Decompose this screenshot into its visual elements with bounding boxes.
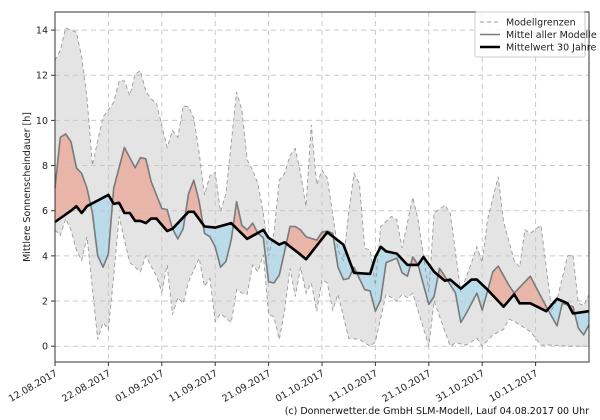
x-tick-label: 21.09.2017 — [220, 368, 273, 405]
upper-bound-line — [54, 27, 590, 312]
below-normal-fill — [357, 246, 411, 312]
lower-bound-line — [54, 216, 589, 347]
climate-mean-line — [54, 193, 590, 315]
above-normal-fill — [112, 147, 173, 232]
below-normal-fill — [447, 279, 489, 323]
legend-label-climate-mean: Mittelwert 30 Jahre — [506, 43, 596, 54]
x-axis: 12.08.2017 22.08.2017 01.09.2017 11.09.2017… — [7, 362, 540, 405]
x-tick-label: 01.10.2017 — [274, 368, 327, 405]
legend: Modellgrenzen Mittel aller Modelle Mitte… — [474, 11, 597, 58]
x-tick-label: 31.10.2017 — [434, 368, 487, 405]
y-tick-label: 2 — [42, 297, 48, 308]
below-normal-fill — [172, 215, 186, 239]
line-layer — [54, 27, 590, 347]
legend-label-range: Modellgrenzen — [506, 18, 576, 29]
y-tick-label: 0 — [42, 342, 48, 353]
below-normal-fill — [575, 311, 589, 335]
below-normal-fill — [333, 237, 353, 280]
below-normal-fill — [203, 223, 234, 268]
above-normal-fill — [488, 266, 548, 312]
y-tick-label: 8 — [42, 161, 48, 172]
y-tick-label: 14 — [36, 26, 48, 37]
x-tick-label: 22.08.2017 — [60, 368, 113, 405]
model-mean-line — [54, 133, 590, 336]
x-tick-label: 11.09.2017 — [167, 368, 220, 405]
y-axis-label: Mittlere Sonnenscheindauer [h] — [22, 112, 33, 262]
above-normal-fill — [55, 133, 91, 222]
below-normal-fill — [418, 257, 439, 305]
x-tick-label: 10.11.2017 — [487, 368, 540, 405]
x-tick-label: 21.10.2017 — [381, 368, 434, 405]
x-tick-label: 11.10.2017 — [327, 368, 380, 405]
x-tick-label: 01.09.2017 — [114, 368, 167, 405]
legend-label-model-mean: Mittel aller Modelle — [506, 30, 597, 41]
y-tick-label: 4 — [42, 251, 48, 262]
below-normal-fill — [90, 194, 113, 268]
legend-box — [474, 11, 586, 58]
copyright-footer: (c) Donnerwetter.de GmbH SLM-Modell, Lau… — [285, 406, 589, 417]
y-tick-label: 6 — [42, 206, 48, 217]
y-tick-label: 10 — [36, 116, 48, 127]
below-normal-fill — [257, 229, 287, 283]
y-axis: 0 2 4 6 8 10 12 14 — [36, 26, 55, 353]
y-tick-label: 12 — [36, 71, 48, 82]
above-normal-fill — [286, 226, 334, 260]
x-tick-label: 12.08.2017 — [7, 368, 60, 405]
